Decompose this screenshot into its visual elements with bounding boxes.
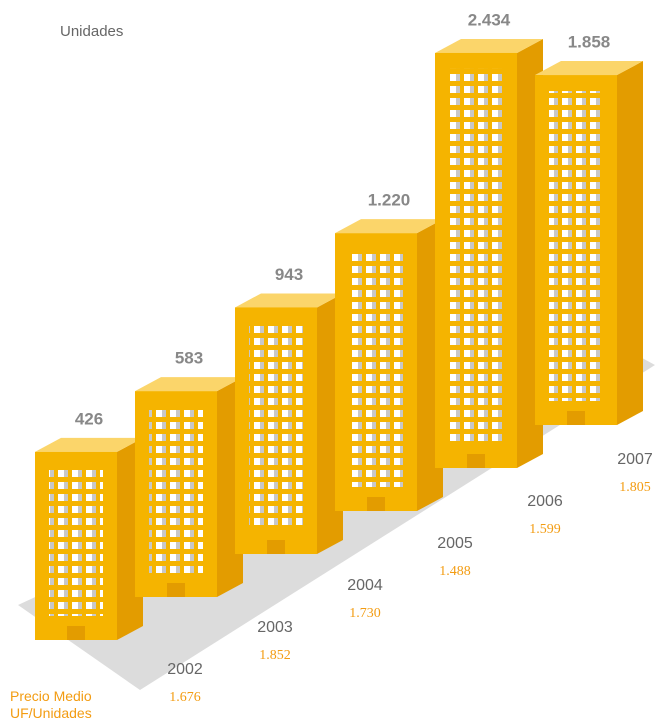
building-roof xyxy=(35,437,143,452)
value-label: 426 xyxy=(75,409,103,428)
x-tick-label: 2002 xyxy=(167,661,203,678)
value-label: 943 xyxy=(275,265,303,284)
series-name: Precio Medio UF/Unidades xyxy=(10,688,92,721)
x-tick-label: 2007 xyxy=(617,451,653,468)
door xyxy=(467,454,485,468)
windows xyxy=(249,323,303,530)
series-name: Unidades xyxy=(60,23,123,40)
price-label: 1.730 xyxy=(349,606,381,621)
value-label: 1.220 xyxy=(368,191,411,210)
building-roof xyxy=(135,377,243,392)
price-label: 1.488 xyxy=(439,564,471,579)
price-label: 1.805 xyxy=(619,480,651,495)
x-tick-label: 2003 xyxy=(257,619,293,636)
x-tick-label: 2004 xyxy=(347,577,383,594)
door xyxy=(567,411,585,425)
building-roof xyxy=(335,219,443,234)
value-label: 2.434 xyxy=(468,10,511,29)
door xyxy=(267,540,285,554)
windows xyxy=(349,249,403,487)
price-label: 1.852 xyxy=(259,648,291,663)
windows xyxy=(549,91,603,402)
x-tick-label: 2005 xyxy=(437,535,473,552)
building-roof xyxy=(435,38,543,53)
windows xyxy=(49,467,103,616)
x-tick-label: 2006 xyxy=(527,493,563,510)
building-roof xyxy=(535,61,643,76)
price-label: 1.676 xyxy=(169,690,201,705)
price-label: 1.599 xyxy=(529,522,561,537)
value-label: 1.858 xyxy=(568,33,611,52)
windows xyxy=(149,407,203,573)
door xyxy=(367,497,385,511)
door xyxy=(167,583,185,597)
door xyxy=(67,626,85,640)
building-roof xyxy=(235,293,343,308)
building-side xyxy=(617,61,643,426)
value-label: 583 xyxy=(175,349,203,368)
windows xyxy=(449,68,503,444)
